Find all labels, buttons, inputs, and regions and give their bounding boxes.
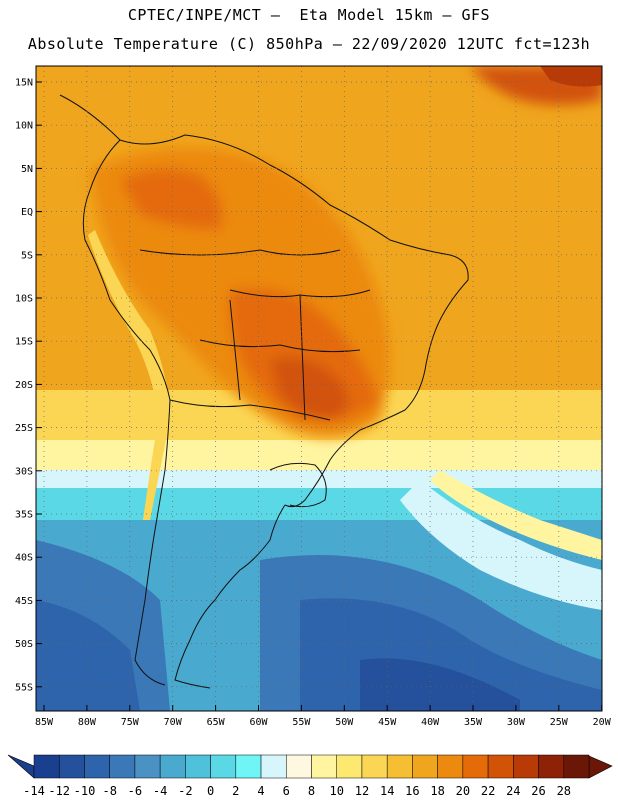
- colorbar-cell: [412, 754, 438, 779]
- lon-label: 60W: [249, 717, 268, 728]
- colorbar-label: 4: [257, 784, 264, 798]
- colorbar-high-arrow: [588, 755, 613, 779]
- colorbar-cell: [286, 754, 312, 779]
- lon-label: 25W: [550, 717, 569, 728]
- chart-subtitle: Absolute Temperature (C) 850hPa — 22/09/…: [27, 35, 591, 53]
- colorbar-label: -6: [128, 784, 142, 798]
- colorbar-label: 12: [355, 784, 369, 798]
- lon-label: 50W: [335, 717, 354, 728]
- colorbar-cell: [109, 754, 136, 779]
- colorbar-cell: [33, 754, 60, 779]
- lat-label: 45S: [15, 596, 33, 607]
- colorbar-cell: [487, 754, 514, 779]
- colorbar-label: 10: [329, 784, 343, 798]
- colorbar: -14 -12 -10 -8 -6 -4 -2 0 2 4 6 8 10 12 14 16 18 20 22 24 26…: [7, 754, 613, 798]
- colorbar-label: -8: [102, 784, 116, 798]
- colorbar-label: -14: [23, 784, 45, 798]
- temperature-field: [36, 66, 602, 711]
- lon-label: 85W: [35, 717, 54, 728]
- lat-label: 20S: [15, 380, 33, 391]
- lon-label: 75W: [121, 717, 140, 728]
- colorbar-cell: [563, 754, 590, 779]
- colorbar-label: -2: [178, 784, 192, 798]
- lat-label: 55S: [15, 682, 33, 693]
- lon-label: 45W: [378, 717, 397, 728]
- lon-label: 70W: [164, 717, 183, 728]
- longitude-labels: 85W 80W 75W 70W 65W 60W 55W 50W 45W 40W 35W 30W 25W 2…: [35, 717, 612, 728]
- latitude-labels: 15N 10N 5N EQ 5S 10S 15S 20S 25S 30S 35S 40S 45S 50S 5…: [15, 78, 33, 694]
- colorbar-label: 0: [207, 784, 214, 798]
- colorbar-cell: [58, 754, 85, 779]
- coastlines: [59, 94, 469, 689]
- colorbar-label: 14: [380, 784, 394, 798]
- lat-label: 10N: [15, 121, 33, 132]
- lat-label: 5S: [21, 250, 33, 261]
- colorbar-cell: [84, 754, 110, 779]
- colorbar-cell: [185, 754, 211, 779]
- lon-label: 30W: [507, 717, 526, 728]
- chart-title: CPTEC/INPE/MCT — Eta Model 15km — GFS: [127, 6, 491, 24]
- lat-label: 35S: [15, 510, 33, 521]
- lon-label: 55W: [292, 717, 311, 728]
- colorbar-label: 2: [232, 784, 239, 798]
- lon-label: 20W: [593, 717, 612, 728]
- lat-label: 50S: [15, 639, 33, 650]
- colorbar-label: 22: [481, 784, 495, 798]
- colorbar-label: 8: [308, 784, 315, 798]
- lat-label: 15S: [15, 337, 33, 348]
- colorbar-cell: [462, 754, 489, 779]
- colorbar-cell: [235, 754, 262, 779]
- colorbar-label: 28: [557, 784, 571, 798]
- colorbar-cell: [513, 754, 539, 779]
- colorbar-label: -10: [74, 784, 96, 798]
- colorbar-cell: [134, 754, 161, 779]
- lat-label: 30S: [15, 466, 33, 477]
- colorbar-cell: [159, 754, 186, 779]
- lon-label: 40W: [421, 717, 440, 728]
- lat-label: 5N: [21, 164, 33, 175]
- colorbar-cell: [437, 754, 464, 779]
- colorbar-label: 20: [456, 784, 470, 798]
- colorbar-label: 26: [531, 784, 545, 798]
- lon-label: 65W: [207, 717, 226, 728]
- lat-label: 40S: [15, 553, 33, 564]
- colorbar-cell: [538, 754, 565, 779]
- lon-label: 35W: [464, 717, 483, 728]
- colorbar-cell: [336, 754, 363, 779]
- lat-label: 15N: [15, 78, 33, 89]
- colorbar-cell: [210, 754, 237, 779]
- colorbar-cell: [260, 754, 287, 779]
- graticule: [36, 66, 603, 711]
- colorbar-cell: [386, 754, 413, 779]
- colorbar-cell: [361, 754, 388, 779]
- colorbar-label: -12: [48, 784, 70, 798]
- lat-label: 10S: [15, 294, 33, 305]
- lat-label: EQ: [21, 207, 33, 218]
- colorbar-low-arrow: [7, 754, 35, 779]
- colorbar-label: -4: [153, 784, 167, 798]
- lon-label: 80W: [78, 717, 97, 728]
- colorbar-label: 16: [405, 784, 419, 798]
- lat-label: 25S: [15, 423, 33, 434]
- colorbar-label: 6: [283, 784, 290, 798]
- colorbar-label: 18: [430, 784, 444, 798]
- colorbar-cell: [311, 754, 337, 779]
- map-frame: [35, 65, 603, 712]
- colorbar-label: 24: [506, 784, 520, 798]
